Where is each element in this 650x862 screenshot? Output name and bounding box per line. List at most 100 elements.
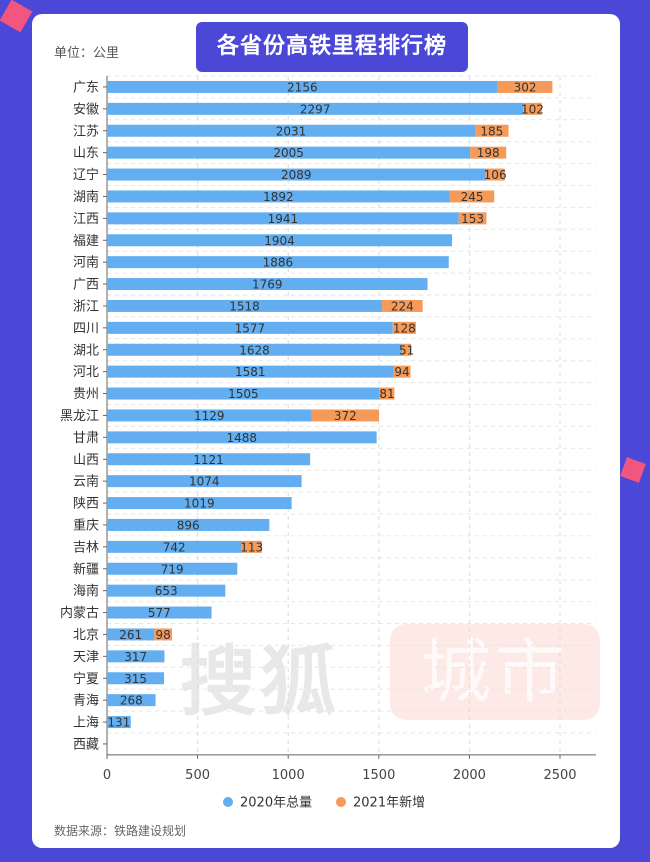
category-label: 甘肃 — [73, 431, 99, 446]
bar-2020 — [107, 453, 311, 466]
bar-2021 — [154, 628, 173, 641]
bar-value-2020: 1628 — [239, 343, 270, 357]
bar-2020 — [107, 584, 226, 597]
bar-value-2020: 2297 — [300, 102, 331, 116]
category-label: 重庆 — [73, 517, 99, 533]
category-label: 北京 — [73, 628, 99, 643]
bar-value-2020: 1121 — [193, 453, 224, 467]
bar-value-2021: 185 — [480, 124, 503, 138]
category-label: 辽宁 — [73, 167, 99, 183]
bar-value-2020: 315 — [124, 672, 147, 686]
bar-value-2021: 98 — [156, 628, 171, 642]
bar-value-2021: 81 — [379, 387, 394, 401]
x-tick-label: 2500 — [543, 768, 576, 783]
bar-2020 — [107, 497, 292, 510]
bar-2020 — [107, 387, 380, 400]
x-tick-label: 2000 — [453, 768, 486, 783]
bar-value-2020: 317 — [124, 650, 147, 664]
category-label: 天津 — [73, 650, 99, 665]
bar-value-2020: 2089 — [281, 168, 312, 182]
category-label: 贵州 — [73, 387, 99, 402]
bar-2020 — [107, 168, 486, 181]
bar-value-2021: 224 — [391, 299, 414, 313]
bar-value-2021: 51 — [399, 343, 414, 357]
bar-value-2020: 2005 — [273, 146, 304, 160]
x-tick-label: 1500 — [362, 768, 395, 783]
bar-2020 — [107, 234, 453, 247]
watermark-section: 城市 — [390, 624, 600, 720]
bar-value-2021: 302 — [514, 80, 537, 94]
category-label: 广西 — [73, 278, 99, 293]
bar-value-2020: 1518 — [229, 299, 260, 313]
bar-2021 — [470, 146, 507, 159]
chart-title: 各省份高铁里程排行榜 — [196, 22, 468, 72]
bar-2021 — [523, 102, 542, 115]
bar-2020 — [107, 124, 476, 137]
bar-value-2021: 245 — [461, 190, 484, 204]
category-label: 宁夏 — [73, 671, 99, 687]
bar-value-2020: 131 — [107, 716, 130, 730]
bar-value-2020: 1941 — [268, 212, 299, 226]
category-label: 湖北 — [73, 343, 99, 358]
bar-2021 — [382, 299, 423, 312]
bar-value-2020: 261 — [119, 628, 142, 642]
category-label: 广东 — [73, 80, 99, 95]
bar-value-2021: 113 — [240, 540, 263, 554]
bar-2020 — [107, 540, 242, 553]
bar-2020 — [107, 606, 212, 619]
category-label: 河南 — [73, 255, 99, 271]
bar-2021 — [475, 124, 509, 137]
legend-label-2021: 2021年新增 — [353, 795, 425, 811]
category-label: 江苏 — [73, 123, 99, 139]
x-tick-label: 500 — [185, 768, 210, 783]
bar-2021 — [497, 80, 553, 93]
bar-value-2020: 2156 — [287, 80, 318, 94]
bar-2020 — [107, 672, 165, 685]
bar-2020 — [107, 628, 155, 641]
bar-value-2020: 1019 — [184, 497, 215, 511]
bar-value-2020: 577 — [148, 606, 171, 620]
bar-2020 — [107, 102, 524, 115]
category-label: 湖南 — [73, 189, 99, 205]
bar-value-2020: 1581 — [235, 365, 266, 379]
bar-value-2020: 1904 — [264, 234, 295, 248]
category-label: 黑龙江 — [60, 409, 99, 424]
bar-value-2020: 653 — [155, 584, 178, 598]
bar-2020 — [107, 562, 238, 575]
bar-2021 — [449, 190, 495, 203]
bar-value-2021: 106 — [484, 168, 507, 182]
unit-label: 单位：公里 — [54, 46, 120, 61]
bar-2020 — [107, 716, 131, 729]
bar-value-2020: 1074 — [189, 475, 220, 489]
bar-2021 — [311, 409, 379, 422]
bar-value-2020: 1505 — [228, 387, 259, 401]
bar-2020 — [107, 190, 450, 203]
bar-value-2021: 372 — [334, 409, 357, 423]
bar-value-2020: 2031 — [276, 124, 307, 138]
legend-marker-2020 — [223, 797, 233, 807]
category-label: 陕西 — [73, 497, 99, 512]
category-label: 山西 — [73, 453, 99, 468]
category-label: 四川 — [73, 321, 99, 336]
legend-marker-2021 — [336, 797, 346, 807]
bar-2020 — [107, 321, 393, 334]
source-label: 数据来源：铁路建设规划 — [54, 824, 187, 838]
bar-2020 — [107, 278, 428, 291]
bar-2021 — [401, 343, 412, 356]
category-label: 江西 — [73, 212, 99, 227]
bar-value-2021: 102 — [521, 102, 544, 116]
x-tick-label: 1000 — [272, 768, 305, 783]
category-label: 新疆 — [73, 561, 99, 577]
legend-label-2020: 2020年总量 — [240, 796, 312, 811]
category-label: 内蒙古 — [60, 605, 99, 621]
bar-value-2020: 268 — [120, 694, 143, 708]
category-label: 山东 — [73, 146, 99, 161]
bar-2020 — [107, 256, 449, 269]
bar-2020 — [107, 212, 459, 225]
category-label: 云南 — [73, 474, 99, 490]
bar-2020 — [107, 409, 312, 422]
bar-2021 — [393, 365, 411, 378]
category-label: 上海 — [73, 716, 99, 731]
bar-2020 — [107, 475, 302, 488]
